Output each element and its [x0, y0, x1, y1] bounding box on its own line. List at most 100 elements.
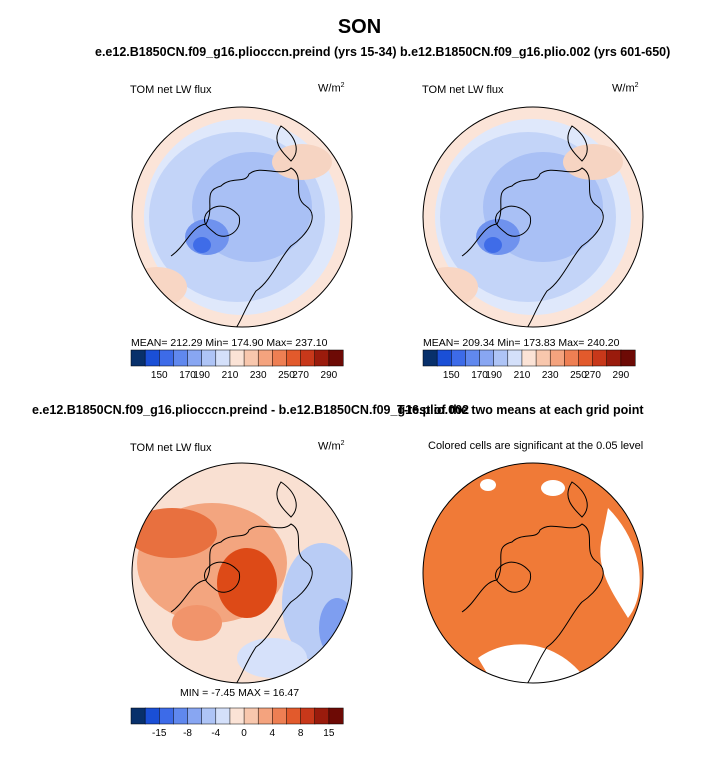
colorbar-swatch	[286, 349, 302, 367]
colorbar-swatch	[130, 707, 146, 725]
coastline	[494, 205, 532, 237]
map-boundary	[131, 106, 353, 328]
colorbar-swatch	[215, 349, 231, 367]
colorbar-tick-label: 250	[570, 370, 587, 381]
colorbar-bottom-left: -15 -8 -4 0 4 8 15	[130, 707, 344, 739]
field-low	[193, 237, 211, 253]
coastline	[567, 481, 588, 518]
field-max	[217, 548, 277, 618]
colorbar-swatch	[257, 707, 273, 725]
colorbar-tick-label: 0	[241, 728, 247, 739]
colorbar-swatch	[578, 349, 594, 367]
significant-area	[423, 463, 643, 683]
coastline	[170, 523, 313, 683]
map-boundary	[422, 462, 644, 684]
stats-line: MIN = -7.45 MAX = 16.47	[180, 687, 300, 699]
map-boundary	[131, 462, 353, 684]
colorbar-swatch	[187, 349, 203, 367]
colorbar-tick-label: 290	[321, 370, 338, 381]
colorbar-swatch	[422, 349, 438, 367]
colorbar-tick-label: -4	[211, 728, 220, 739]
colorbar-tick-label: 190	[193, 370, 210, 381]
field-low	[237, 638, 307, 678]
colorbar-swatch	[620, 349, 636, 367]
colorbar-swatch	[521, 349, 537, 367]
colorbar-swatch	[300, 349, 316, 367]
coastline	[170, 167, 313, 327]
colorbar-tick-label: 8	[298, 728, 304, 739]
stats-line: MEAN= 209.34 Min= 173.83 Max= 240.20	[423, 337, 620, 349]
polar-map-bottom-left	[131, 462, 353, 684]
colorbar-swatch	[173, 707, 189, 725]
polar-map-bottom-right	[422, 462, 644, 684]
colorbar-tick-label: 270	[292, 370, 309, 381]
colorbar-tick-label: 290	[613, 370, 630, 381]
field-label: TOM net LW flux	[422, 84, 504, 96]
units-label: W/m2	[612, 82, 639, 95]
colorbar-tick-label: 190	[485, 370, 502, 381]
colorbar-tick-label: 270	[584, 370, 601, 381]
colorbar-tick-label: 150	[443, 370, 460, 381]
colorbar-tick-label: 4	[270, 728, 276, 739]
colorbar-swatch	[535, 349, 551, 367]
field-label: TOM net LW flux	[130, 442, 212, 454]
colorbar-tick-label: 170	[471, 370, 488, 381]
colorbar-swatch	[549, 349, 565, 367]
colorbar-swatch	[286, 707, 302, 725]
colorbar-swatch	[314, 349, 330, 367]
colorbar-tick-label: 210	[514, 370, 531, 381]
field-label: TOM net LW flux	[130, 84, 212, 96]
colorbar-swatch	[243, 349, 259, 367]
colorbar-tick-label: -8	[183, 728, 192, 739]
field-low	[484, 237, 502, 253]
colorbar-swatch	[229, 349, 245, 367]
non-significant-area	[541, 480, 565, 496]
colorbar-swatch	[479, 349, 495, 367]
colorbar-swatch	[465, 349, 481, 367]
units-label: W/m2	[318, 82, 345, 95]
colorbar-swatch	[144, 707, 160, 725]
coastline	[461, 523, 604, 683]
coastline	[461, 167, 604, 327]
colorbar-swatch	[130, 349, 146, 367]
units-label: W/m2	[318, 440, 345, 453]
colorbar-swatch	[159, 707, 174, 725]
colorbar-swatch	[215, 707, 231, 725]
colorbar-swatch	[507, 349, 523, 367]
colorbar-swatch	[451, 349, 466, 367]
panel-title-bottom-right: T-test of the two means at each grid poi…	[397, 403, 644, 417]
map-boundary	[422, 106, 644, 328]
colorbar-tick-label: 170	[179, 370, 196, 381]
main-title: SON	[337, 16, 382, 38]
panel-title-bottom-left: e.e12.B1850CN.f09_g16.pliocccn.preind - …	[32, 403, 470, 417]
colorbar-swatch	[144, 349, 160, 367]
colorbar-swatch	[257, 349, 273, 367]
colorbar-swatch	[328, 707, 344, 725]
non-significant-area	[600, 508, 640, 618]
colorbar-tick-label: 250	[278, 370, 295, 381]
colorbar-swatch	[201, 349, 217, 367]
field-high	[132, 508, 217, 558]
colorbar-tick-label: 210	[222, 370, 239, 381]
colorbar-tick-label: 15	[323, 728, 335, 739]
colorbar-swatch	[272, 707, 288, 725]
colorbar-swatch	[436, 349, 452, 367]
coastline	[203, 561, 241, 593]
coastline	[276, 125, 297, 162]
panel-title-top-right: b.e12.B1850CN.f09_g16.plio.002 (yrs 601-…	[400, 45, 671, 59]
polar-map-top-left	[131, 106, 353, 328]
colorbar-swatch	[606, 349, 622, 367]
colorbar-swatch	[173, 349, 189, 367]
colorbar-tick-label: 230	[542, 370, 559, 381]
colorbar-swatch	[314, 707, 330, 725]
colorbar-swatch	[187, 707, 203, 725]
coastline	[567, 125, 588, 162]
colorbar-tick-label: -15	[152, 728, 167, 739]
non-significant-area	[478, 644, 588, 683]
stats-line: MEAN= 212.29 Min= 174.90 Max= 237.10	[131, 337, 328, 349]
panel-title-top-left: e.e12.B1850CN.f09_g16.pliocccn.preind (y…	[95, 45, 397, 59]
colorbar-swatch	[592, 349, 608, 367]
coastline	[203, 205, 241, 237]
